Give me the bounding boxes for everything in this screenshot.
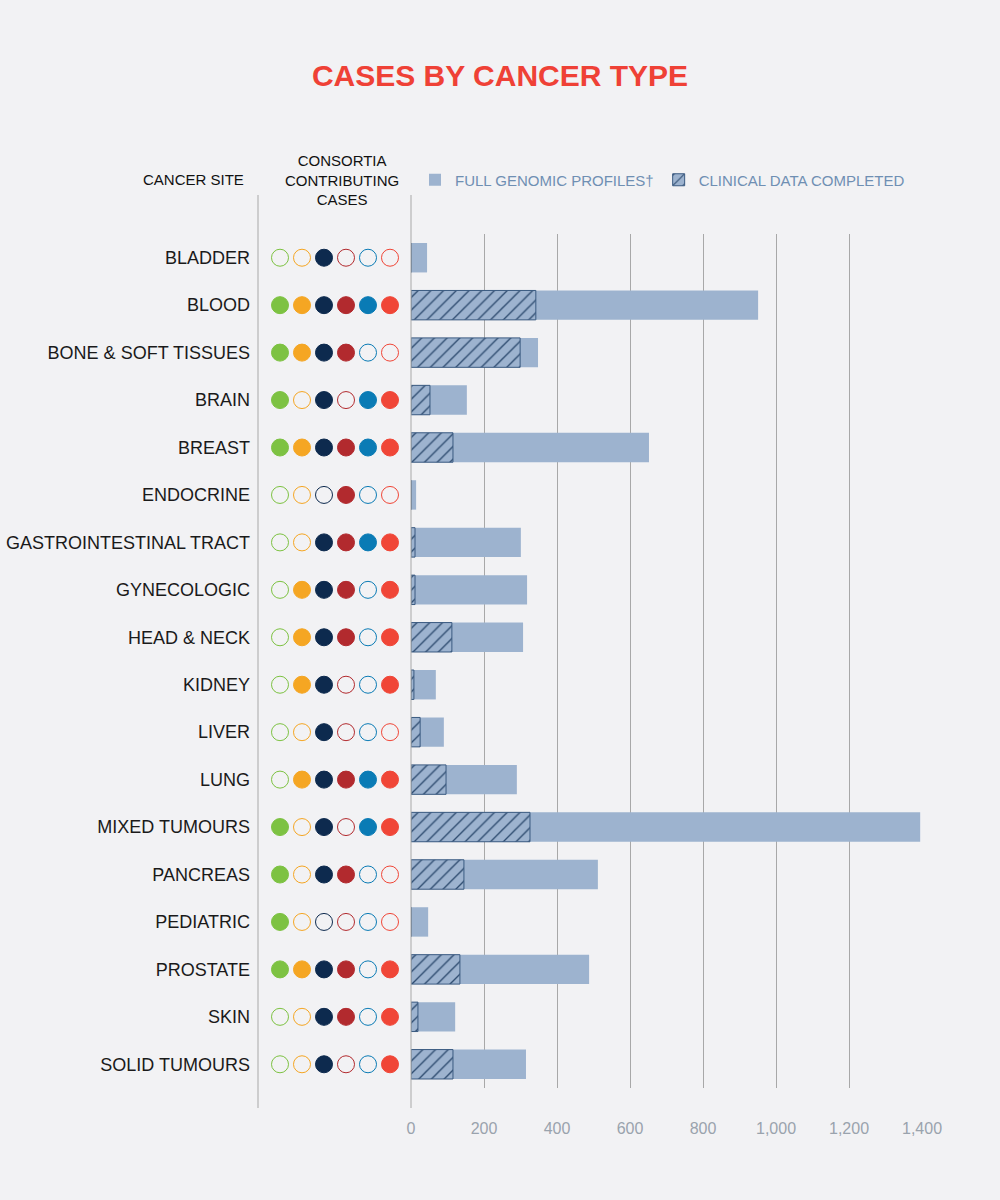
svg-text:PEDIATRIC: PEDIATRIC bbox=[155, 912, 250, 932]
svg-text:BLOOD: BLOOD bbox=[187, 295, 250, 315]
svg-text:CONSORTIACONTRIBUTINGCASES: CONSORTIACONTRIBUTINGCASES bbox=[285, 152, 399, 208]
svg-text:MIXED TUMOURS: MIXED TUMOURS bbox=[97, 817, 250, 837]
svg-text:ENDOCRINE: ENDOCRINE bbox=[142, 485, 250, 505]
svg-text:200: 200 bbox=[471, 1120, 498, 1137]
svg-text:800: 800 bbox=[690, 1120, 717, 1137]
svg-text:0: 0 bbox=[407, 1120, 416, 1137]
svg-text:LIVER: LIVER bbox=[198, 722, 250, 742]
svg-text:CANCER SITE: CANCER SITE bbox=[143, 171, 244, 188]
svg-text:GYNECOLOGIC: GYNECOLOGIC bbox=[116, 580, 250, 600]
svg-text:CASES BY CANCER TYPE: CASES BY CANCER TYPE bbox=[312, 59, 688, 92]
svg-text:BRAIN: BRAIN bbox=[195, 390, 250, 410]
svg-text:BREAST: BREAST bbox=[178, 438, 250, 458]
svg-text:BLADDER: BLADDER bbox=[165, 248, 250, 268]
svg-text:400: 400 bbox=[544, 1120, 571, 1137]
svg-text:PANCREAS: PANCREAS bbox=[152, 865, 250, 885]
svg-text:KIDNEY: KIDNEY bbox=[183, 675, 250, 695]
svg-text:HEAD & NECK: HEAD & NECK bbox=[128, 628, 250, 648]
svg-text:1,400: 1,400 bbox=[902, 1120, 942, 1137]
svg-text:FULL GENOMIC PROFILES†: FULL GENOMIC PROFILES† bbox=[455, 172, 654, 189]
svg-text:SKIN: SKIN bbox=[208, 1007, 250, 1027]
svg-text:600: 600 bbox=[617, 1120, 644, 1137]
svg-text:1,000: 1,000 bbox=[756, 1120, 796, 1137]
svg-text:GASTROINTESTINAL TRACT: GASTROINTESTINAL TRACT bbox=[6, 533, 250, 553]
svg-text:1,200: 1,200 bbox=[829, 1120, 869, 1137]
svg-text:LUNG: LUNG bbox=[200, 770, 250, 790]
svg-text:SOLID TUMOURS: SOLID TUMOURS bbox=[100, 1055, 250, 1075]
svg-text:PROSTATE: PROSTATE bbox=[156, 960, 250, 980]
svg-text:BONE & SOFT TISSUES: BONE & SOFT TISSUES bbox=[48, 343, 250, 363]
svg-text:CLINICAL DATA COMPLETED: CLINICAL DATA COMPLETED bbox=[699, 172, 905, 189]
